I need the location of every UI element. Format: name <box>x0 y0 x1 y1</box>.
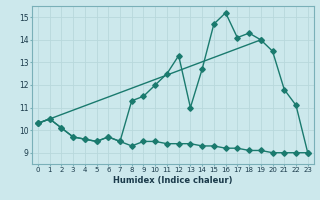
X-axis label: Humidex (Indice chaleur): Humidex (Indice chaleur) <box>113 176 233 185</box>
